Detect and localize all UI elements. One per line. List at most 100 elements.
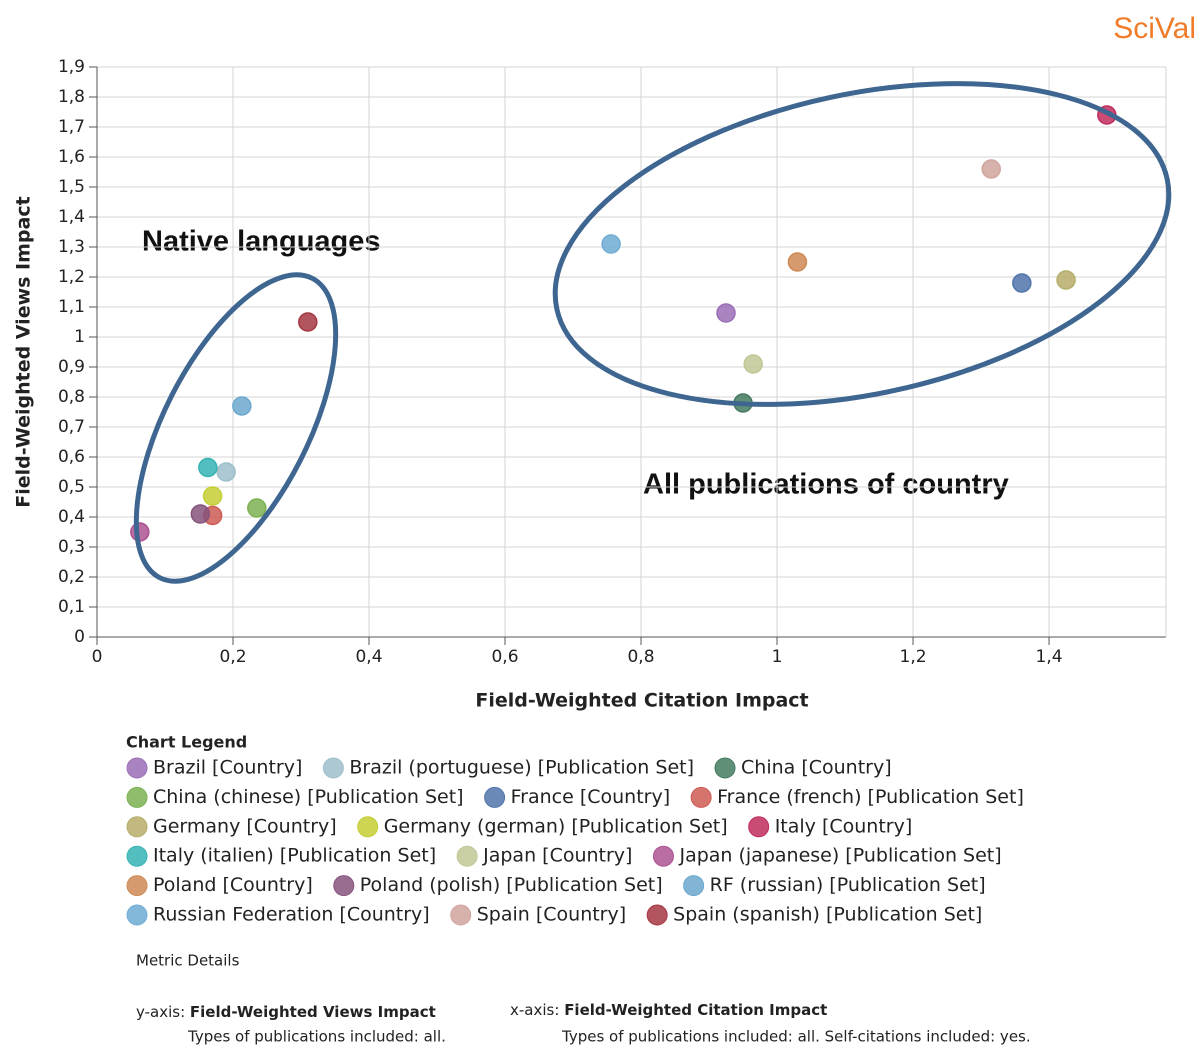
legend-item: Japan (japanese) [Publication Set] bbox=[652, 845, 1002, 867]
legend-label: Spain (spanish) [Publication Set] bbox=[673, 904, 982, 926]
y-tick-label: 1,5 bbox=[58, 177, 85, 197]
legend-swatch bbox=[126, 786, 148, 808]
legend-label: Spain [Country] bbox=[477, 904, 626, 926]
y-tick-label: 1,3 bbox=[58, 237, 85, 257]
legend-item: France [Country] bbox=[484, 786, 671, 808]
plot: 0 0,1 0,2 0,3 0,4 0,5 0,6 0,7 0,8 0,9 1 1,1 1,2 1,3 1,… bbox=[58, 57, 1167, 667]
legend-swatch bbox=[683, 875, 705, 897]
legend-swatch bbox=[126, 845, 148, 867]
legend-label: Japan [Country] bbox=[482, 845, 632, 867]
annotation: Native languages bbox=[142, 226, 381, 258]
y-tick-label: 1,9 bbox=[58, 57, 85, 77]
legend-item: Spain [Country] bbox=[450, 904, 626, 926]
highlight-ellipse bbox=[133, 272, 339, 584]
legend-label: Japan (japanese) [Publication Set] bbox=[678, 845, 1001, 867]
x-tick-label: 0 bbox=[92, 647, 103, 667]
y-tick-label: 0,9 bbox=[58, 357, 85, 377]
y-tick-label: 1,1 bbox=[58, 297, 85, 317]
legend-label: Brazil [Country] bbox=[153, 757, 302, 779]
legend-label: Poland [Country] bbox=[153, 874, 313, 896]
legend-swatch bbox=[646, 904, 668, 926]
x-tick-label: 0,2 bbox=[219, 647, 246, 667]
y-tick-label: 1,2 bbox=[58, 267, 85, 287]
legend-swatch bbox=[748, 816, 770, 838]
y-tick-label: 0,7 bbox=[58, 417, 85, 437]
legend-swatch bbox=[333, 875, 355, 897]
x-tick-label: 0,6 bbox=[491, 647, 518, 667]
legend-item: Poland [Country] bbox=[126, 874, 313, 897]
point bbox=[298, 312, 318, 332]
metric-note: Types of publications included: all. bbox=[187, 1028, 446, 1046]
y-tick-label: 0,5 bbox=[58, 477, 85, 497]
point bbox=[190, 504, 211, 524]
legend-label: Italy (italien) [Publication Set] bbox=[153, 845, 436, 867]
annotation: All publications of country bbox=[643, 469, 1009, 501]
legend-label: China (chinese) [Publication Set] bbox=[153, 786, 464, 808]
legend-item: Italy [Country] bbox=[748, 815, 913, 838]
legend-label: Poland (polish) [Publication Set] bbox=[360, 874, 663, 896]
x-axis-label: Field-Weighted Citation Impact bbox=[475, 690, 808, 712]
legend-swatch bbox=[456, 845, 478, 867]
y-tick-label: 1,8 bbox=[58, 87, 85, 107]
point bbox=[601, 234, 621, 254]
point bbox=[202, 486, 223, 506]
legend-swatch bbox=[322, 757, 344, 779]
metric-line: y-axis: Field-Weighted Views Impact bbox=[136, 1003, 436, 1021]
y-tick-label: 0,2 bbox=[58, 567, 85, 587]
point bbox=[232, 396, 252, 416]
legend-label: Russian Federation [Country] bbox=[153, 904, 430, 926]
x-tick-label: 1 bbox=[772, 647, 783, 667]
point bbox=[716, 303, 736, 323]
brand: SciVal bbox=[1113, 12, 1196, 45]
y-tick-label: 1,7 bbox=[58, 117, 85, 137]
metric-details-title: Metric Details bbox=[136, 952, 240, 970]
legend-swatch bbox=[126, 816, 148, 838]
y-tick-label: 0,4 bbox=[58, 507, 85, 527]
legend-item: Germany [Country] bbox=[126, 815, 337, 838]
point bbox=[1056, 270, 1076, 290]
point bbox=[1012, 273, 1032, 293]
x-tick-label: 1,4 bbox=[1036, 647, 1063, 667]
legend-item: France (french) [Publication Set] bbox=[690, 786, 1024, 808]
y-axis-label: Field-Weighted Views Impact bbox=[13, 196, 35, 507]
legend-item: RF (russian) [Publication Set] bbox=[683, 874, 986, 897]
y-tick-label: 1 bbox=[74, 327, 85, 347]
prefix: x-axis: bbox=[510, 1001, 559, 1019]
legend-swatch bbox=[450, 904, 472, 926]
legend-item: Spain (spanish) [Publication Set] bbox=[646, 904, 982, 926]
legend-item: Brazil (portuguese) [Publication Set] bbox=[322, 757, 694, 779]
point bbox=[743, 354, 763, 374]
legend-label: Italy [Country] bbox=[775, 815, 913, 837]
legend-item: Brazil [Country] bbox=[126, 757, 302, 779]
legend-swatch bbox=[714, 757, 736, 779]
legend-item: Poland (polish) [Publication Set] bbox=[333, 874, 663, 897]
legend-label: Germany (german) [Publication Set] bbox=[384, 815, 728, 837]
legend-item: Japan [Country] bbox=[456, 845, 632, 867]
y-tick-label: 1,6 bbox=[58, 147, 85, 167]
point bbox=[198, 457, 218, 478]
legend-swatch bbox=[126, 904, 148, 926]
legend-title: Chart Legend bbox=[126, 733, 247, 752]
x-tick-label: 0,4 bbox=[355, 647, 382, 667]
legend-item: China [Country] bbox=[714, 757, 892, 779]
y-tick-label: 1,4 bbox=[58, 207, 85, 227]
y-tick-label: 0,3 bbox=[58, 537, 85, 557]
legend-label: France (french) [Publication Set] bbox=[717, 786, 1024, 808]
legend-label: China [Country] bbox=[741, 757, 892, 779]
legend-label: France [Country] bbox=[511, 786, 671, 808]
metric-line: x-axis: Field-Weighted Citation Impact bbox=[510, 1001, 827, 1019]
x-tick-label: 0,8 bbox=[627, 647, 654, 667]
prefix: y-axis: bbox=[136, 1003, 185, 1021]
y-tick-label: 0,1 bbox=[58, 597, 85, 617]
point bbox=[787, 252, 808, 272]
y-tick-label: 0 bbox=[74, 627, 85, 647]
legend-swatch bbox=[126, 875, 148, 897]
legend-item: Germany (german) [Publication Set] bbox=[357, 815, 728, 838]
point bbox=[247, 498, 267, 518]
legend-swatch bbox=[690, 786, 712, 808]
legend-item: Russian Federation [Country] bbox=[126, 904, 430, 926]
legend-label: Germany [Country] bbox=[153, 815, 337, 837]
point bbox=[216, 462, 236, 482]
legend-swatch bbox=[484, 786, 506, 808]
